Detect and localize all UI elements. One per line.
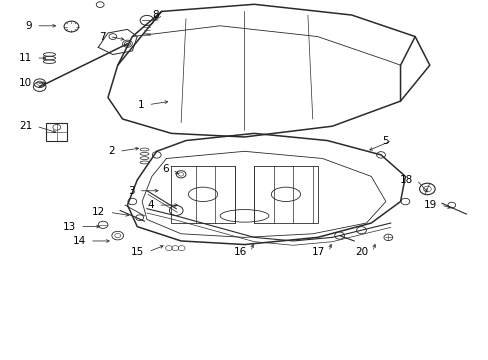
Text: 15: 15 [131,247,144,257]
Text: 3: 3 [128,186,135,196]
Text: 18: 18 [399,175,412,185]
Text: 16: 16 [233,247,246,257]
Text: 13: 13 [63,222,76,231]
Text: 20: 20 [355,247,368,257]
Text: 4: 4 [147,200,154,210]
Text: 11: 11 [19,53,32,63]
Text: 8: 8 [152,10,159,20]
Text: 10: 10 [19,78,32,88]
Text: 5: 5 [381,136,387,145]
Text: 12: 12 [92,207,105,217]
Text: 9: 9 [26,21,32,31]
Text: 7: 7 [99,32,105,41]
Text: 1: 1 [138,100,144,110]
Text: 17: 17 [311,247,325,257]
Bar [46,123,67,140]
Text: 14: 14 [73,236,86,246]
Text: 6: 6 [162,164,168,174]
Text: 21: 21 [19,121,32,131]
Text: 19: 19 [423,200,436,210]
Text: 2: 2 [108,146,115,156]
